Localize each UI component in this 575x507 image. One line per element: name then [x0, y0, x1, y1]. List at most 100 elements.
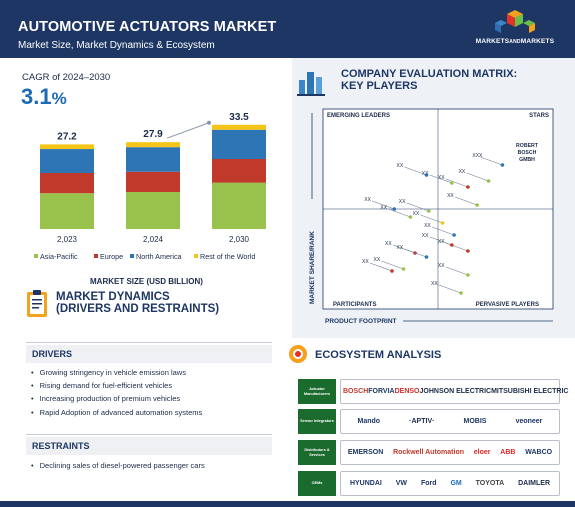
cagr-value: 3.1% — [21, 84, 67, 109]
named-player-label: BOSCH — [518, 150, 537, 156]
logo-cubes-icon — [495, 10, 535, 33]
company-point — [466, 185, 470, 189]
legend-swatch — [34, 254, 38, 258]
company-point — [440, 221, 445, 225]
cagr-label: CAGR of 2024–2030 — [22, 72, 111, 83]
point-leader-line — [388, 208, 411, 218]
page-subtitle: Market Size, Market Dynamics & Ecosystem — [18, 40, 215, 51]
bar-segment — [40, 193, 94, 229]
point-leader-line — [404, 166, 427, 176]
ecosystem-category: Actuator Manufacturers — [298, 379, 336, 404]
legend-label: Europe — [100, 252, 123, 261]
ecosystem-row: OEMs HYUNDAI VW Ford GM TOYOTA DAIMLER — [298, 471, 560, 496]
ecosystem-logo-strip: BOSCH FORVIA DENSO JOHNSON ELECTRIC MITSUBIS… — [340, 379, 568, 404]
header-banner: AUTOMOTIVE ACTUATORS MARKET Market Size,… — [0, 0, 575, 58]
y-axis-title: MARKET SHARE/RANK — [309, 231, 316, 304]
company-point-label: XX — [385, 241, 392, 247]
company-point-label: XX — [447, 193, 454, 199]
named-player-label: ROBERT — [516, 143, 539, 149]
company-point-label: XX — [380, 205, 387, 211]
company-point-label: XX — [422, 233, 429, 239]
page-title: AUTOMOTIVE ACTUATORS MARKET — [18, 19, 277, 35]
bar-segment — [40, 144, 94, 150]
named-player-label: GMBH — [519, 157, 535, 163]
point-leader-line — [445, 266, 469, 276]
legend-swatch — [94, 254, 98, 258]
legend-label: North America — [136, 252, 182, 261]
company-logo: DENSO — [394, 388, 420, 395]
driver-item: Increasing production of premium vehicle… — [31, 394, 181, 403]
company-point-label: XX — [438, 263, 445, 269]
marketsandmarkets-logo: MARKETSANDMARKETS — [470, 8, 560, 52]
trend-arrow-head — [207, 120, 211, 125]
point-leader-line — [381, 260, 404, 270]
company-point-label: XX — [413, 211, 420, 217]
company-point — [408, 215, 413, 219]
company-evaluation-matrix: EMERGING LEADERS STARS PARTICIPANTS PERVASI… — [309, 108, 554, 325]
company-logo: FORVIA — [368, 388, 395, 395]
legend-label: Rest of the World — [200, 252, 255, 261]
company-point-label: XX — [397, 163, 404, 169]
point-leader-line — [372, 200, 395, 210]
bar-total-label: 27.2 — [57, 131, 77, 142]
company-point-label: XX — [364, 197, 371, 203]
point-leader-line — [431, 226, 455, 236]
company-point-label: XXX — [472, 153, 483, 159]
drivers-header: DRIVERS — [26, 345, 272, 363]
matrix-title: COMPANY EVALUATION MATRIX: KEY PLAYERS — [341, 68, 518, 92]
driver-item: Growing stringency in vehicle emission l… — [31, 368, 186, 377]
ecosystem-row: Distributors & Services EMERSON Rockwell A… — [298, 440, 560, 465]
bar-segment — [212, 124, 266, 130]
company-logo: TOYOTA — [475, 480, 505, 487]
company-point — [392, 207, 397, 211]
quadrant-label-stars: STARS — [529, 113, 549, 119]
company-point — [475, 203, 479, 207]
ecosystem-logo-strip: HYUNDAI VW Ford GM TOYOTA DAIMLER — [340, 471, 560, 496]
ecosystem-logo-strip: Mando ·APTIV· MOBIS veoneer — [340, 409, 560, 434]
company-logo: VW — [395, 480, 408, 487]
building-bars-icon — [297, 72, 325, 96]
driver-item: Rising demand for fuel-efficient vehicle… — [31, 381, 172, 390]
company-logo: Mando — [357, 418, 381, 425]
restraints-header: RESTRAINTS — [26, 437, 272, 455]
legend-label: Asia-Pacific — [40, 252, 78, 261]
company-logo: DAIMLER — [518, 480, 550, 487]
company-logo: Rockwell Automation — [393, 449, 464, 456]
bar-segment — [126, 142, 180, 148]
quadrant-label-emerging: EMERGING LEADERS — [327, 113, 390, 119]
stacked-bar-chart: 27.2 2,023 27.9 2,024 33.5 2,030 Asia-Pacific E… — [34, 112, 266, 261]
point-leader-line — [404, 248, 427, 258]
company-logo: eloer — [473, 449, 491, 456]
company-point-label: XX — [397, 245, 404, 251]
ecosystem-logo-strip: EMERSON Rockwell Automation eloer ABB WABCO — [340, 440, 560, 465]
company-point — [500, 163, 505, 167]
ecosystem-icon — [289, 345, 307, 363]
company-point — [390, 269, 394, 273]
point-leader-line — [480, 156, 503, 166]
point-leader-line — [454, 196, 478, 206]
company-logo: GM — [450, 480, 462, 487]
point-leader-line — [369, 262, 393, 272]
chart-x-axis-title: MARKET SIZE (USD BILLION) — [90, 277, 203, 286]
company-point — [452, 233, 456, 237]
company-point — [450, 181, 454, 185]
point-leader-line — [406, 202, 429, 212]
restraint-item: Declining sales of diesel-powered passen… — [31, 461, 205, 470]
ecosystem-category: OEMs — [298, 471, 336, 496]
footer-bar — [0, 501, 575, 507]
quadrant-label-pervasive: PERVASIVE PLAYERS — [476, 302, 539, 308]
company-logo: MITSUBISHI ELECTRIC — [491, 388, 569, 395]
company-logo: BOSCH — [343, 388, 369, 395]
bar-segment — [126, 191, 180, 229]
quadrant-label-participants: PARTICIPANTS — [333, 302, 376, 308]
company-logo: ABB — [500, 449, 516, 456]
trend-arrow-line — [166, 122, 210, 139]
company-point — [466, 249, 470, 253]
company-logo: MOBIS — [463, 418, 487, 425]
bar-segment — [126, 171, 180, 192]
ecosystem-row: Actuator Manufacturers BOSCH FORVIA DENSO JO… — [298, 379, 568, 404]
company-point-label: XX — [424, 223, 431, 229]
company-point — [459, 291, 463, 295]
company-logo: EMERSON — [347, 449, 384, 456]
x-axis-title: PRODUCT FOOTPRINT — [325, 318, 397, 325]
